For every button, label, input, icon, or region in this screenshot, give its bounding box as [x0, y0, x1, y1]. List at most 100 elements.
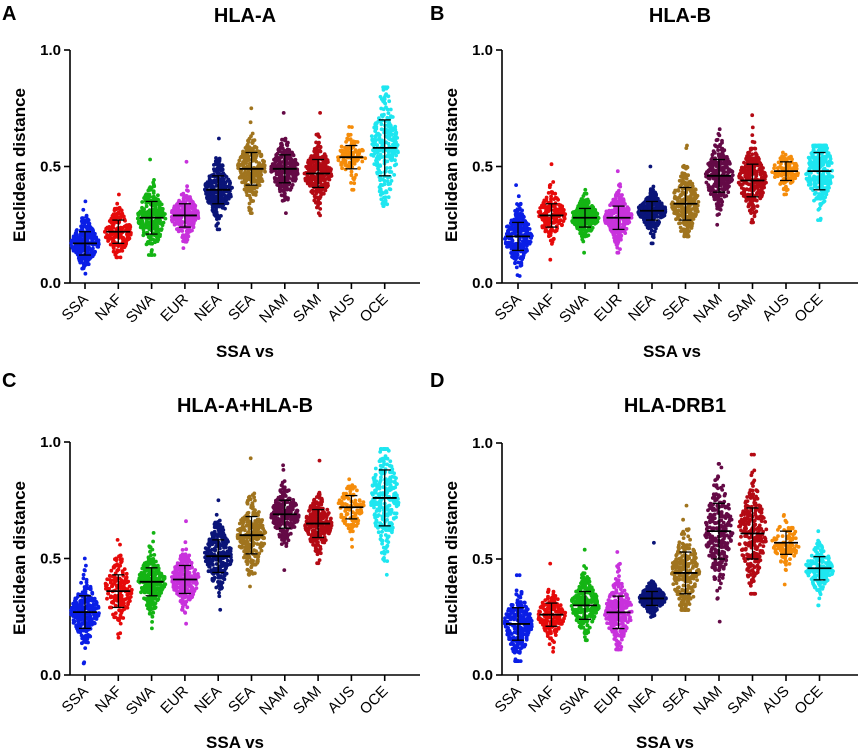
- data-point: [188, 195, 192, 199]
- data-point: [682, 228, 687, 233]
- data-point: [770, 170, 775, 175]
- data-point: [273, 160, 278, 165]
- data-point: [750, 113, 755, 118]
- data-point: [816, 207, 821, 212]
- data-point: [779, 166, 784, 171]
- panel-c-letter: C: [2, 370, 16, 392]
- data-point: [789, 176, 794, 181]
- data-point: [352, 161, 357, 166]
- data-point: [81, 207, 86, 212]
- data-point: [738, 182, 743, 187]
- data-point: [279, 141, 284, 146]
- data-point: [210, 208, 215, 213]
- data-point: [617, 237, 622, 241]
- data-point: [344, 140, 348, 144]
- data-point: [378, 170, 383, 175]
- data-point: [781, 181, 786, 186]
- data-point: [214, 210, 219, 215]
- data-point: [645, 225, 650, 230]
- data-point: [724, 185, 729, 190]
- data-point: [393, 148, 398, 153]
- data-point: [276, 164, 281, 168]
- panel-c-category-label: SSA: [59, 683, 92, 716]
- data-point: [718, 204, 723, 208]
- data-point: [310, 188, 315, 193]
- data-point: [808, 157, 812, 162]
- data-point: [318, 144, 323, 149]
- data-point: [341, 151, 345, 156]
- data-point: [115, 201, 120, 206]
- data-point: [217, 136, 221, 141]
- data-point: [741, 170, 745, 175]
- data-point: [750, 220, 755, 225]
- data-point: [124, 241, 129, 245]
- data-point: [121, 237, 125, 241]
- data-point: [175, 227, 179, 232]
- data-point: [71, 236, 76, 240]
- panel-b-category-label: SAM: [724, 291, 759, 326]
- data-point: [280, 146, 285, 151]
- data-point: [252, 185, 257, 190]
- data-point: [675, 197, 680, 202]
- panel-a-category-label: AUS: [324, 291, 358, 325]
- data-point: [339, 144, 344, 149]
- data-point: [709, 157, 714, 162]
- data-point: [636, 210, 641, 215]
- data-point: [392, 173, 397, 177]
- data-point: [525, 239, 529, 244]
- data-point: [526, 232, 530, 236]
- data-point: [87, 255, 92, 259]
- data-point: [336, 158, 341, 163]
- data-point: [252, 145, 257, 150]
- data-point: [219, 165, 224, 170]
- data-point: [383, 190, 388, 195]
- data-point: [221, 184, 225, 189]
- data-point: [305, 181, 310, 186]
- data-point: [581, 239, 586, 244]
- data-point: [111, 225, 115, 230]
- data-point: [744, 173, 749, 178]
- data-point: [260, 162, 265, 167]
- data-point: [755, 192, 759, 197]
- data-point: [387, 99, 392, 104]
- data-point: [570, 220, 575, 225]
- panel-b-category-label: SSA: [492, 291, 525, 324]
- panel-a-y-tick-label: 1.0: [40, 42, 61, 59]
- data-point: [820, 179, 825, 184]
- data-point: [179, 211, 184, 216]
- data-point: [523, 228, 528, 233]
- data-point: [375, 143, 380, 148]
- data-point: [550, 191, 555, 196]
- data-point: [548, 257, 553, 262]
- data-point: [119, 232, 123, 237]
- data-point: [351, 139, 356, 144]
- data-point: [212, 178, 217, 183]
- data-point: [93, 249, 97, 254]
- data-point: [179, 192, 184, 197]
- data-point: [812, 184, 817, 189]
- data-point: [156, 237, 161, 242]
- data-point: [763, 174, 768, 179]
- data-point: [376, 131, 381, 136]
- data-point: [784, 192, 788, 197]
- data-point: [319, 184, 324, 189]
- data-point: [514, 265, 519, 270]
- data-point: [541, 225, 546, 230]
- data-point: [148, 157, 153, 162]
- data-point: [606, 219, 611, 224]
- data-point: [808, 163, 812, 167]
- data-point: [385, 154, 390, 159]
- data-point: [269, 164, 274, 169]
- data-point: [74, 233, 79, 237]
- data-point: [292, 169, 297, 174]
- data-point: [688, 179, 693, 184]
- data-point: [269, 169, 274, 174]
- panel-a-series-nam: [269, 111, 300, 216]
- data-point: [311, 181, 316, 186]
- data-point: [345, 136, 350, 141]
- data-point: [547, 206, 552, 210]
- data-point: [659, 204, 663, 209]
- data-point: [286, 154, 291, 159]
- data-point: [780, 157, 784, 162]
- data-point: [69, 244, 74, 249]
